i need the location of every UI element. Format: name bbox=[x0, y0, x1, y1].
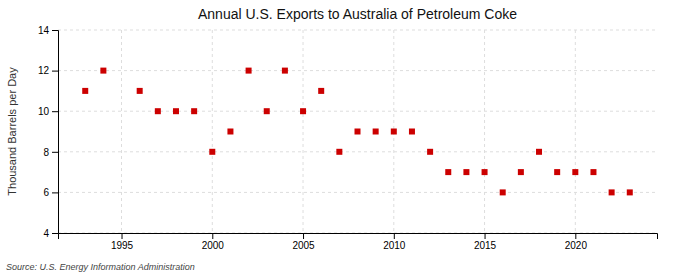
tick-label: 2020 bbox=[565, 240, 588, 251]
point bbox=[82, 88, 88, 94]
tick-mark bbox=[52, 111, 58, 112]
tick-label: 12 bbox=[38, 65, 50, 76]
grid-line-y bbox=[58, 151, 657, 152]
point bbox=[482, 169, 488, 175]
tick: 10 bbox=[38, 106, 58, 117]
y-axis: 4 6 8 10 12 14 bbox=[38, 25, 59, 239]
tick-mark bbox=[52, 152, 58, 153]
tick-mark bbox=[52, 233, 58, 234]
chart: 1995 2000 2005 2010 2015 2020 4 6 8 10 12 14 Annual … bbox=[0, 0, 675, 275]
point bbox=[391, 129, 397, 135]
tick: 2005 bbox=[292, 233, 315, 251]
point bbox=[155, 108, 161, 114]
point bbox=[282, 68, 288, 74]
tick-mark bbox=[303, 233, 304, 239]
point bbox=[536, 149, 542, 155]
tick-mark bbox=[52, 30, 58, 31]
point bbox=[409, 129, 415, 135]
tick: 14 bbox=[38, 25, 58, 36]
grid-line-x bbox=[484, 30, 485, 233]
tick-mark bbox=[52, 192, 58, 193]
tick-mark bbox=[394, 233, 395, 239]
point bbox=[318, 88, 324, 94]
point bbox=[300, 108, 306, 114]
tick-label: 8 bbox=[43, 147, 49, 158]
point bbox=[427, 149, 433, 155]
axis-line bbox=[52, 31, 59, 234]
point bbox=[590, 169, 596, 175]
tick: 1995 bbox=[111, 233, 134, 251]
tick-label: 14 bbox=[38, 25, 50, 36]
grid-line-x bbox=[121, 30, 122, 233]
point bbox=[246, 68, 252, 74]
point bbox=[191, 108, 197, 114]
point bbox=[445, 169, 451, 175]
tick-label: 10 bbox=[38, 106, 50, 117]
y-axis-label: Thousand Barrels per Day bbox=[6, 67, 18, 196]
point bbox=[609, 189, 615, 195]
tick-mark bbox=[122, 233, 123, 239]
tick: 12 bbox=[38, 65, 58, 76]
point bbox=[500, 189, 506, 195]
tick-mark bbox=[485, 233, 486, 239]
grid-line-y bbox=[58, 30, 657, 31]
tick-mark bbox=[212, 233, 213, 239]
tick-label: 2000 bbox=[202, 240, 225, 251]
tick-label: 1995 bbox=[111, 240, 134, 251]
point bbox=[572, 169, 578, 175]
point bbox=[264, 108, 270, 114]
grid-line-x bbox=[575, 30, 576, 233]
point bbox=[518, 169, 524, 175]
tick-label: 2015 bbox=[474, 240, 497, 251]
tick: 2015 bbox=[474, 233, 497, 251]
grid-line-x bbox=[303, 30, 304, 233]
tick: 2010 bbox=[383, 233, 406, 251]
x-axis: 1995 2000 2005 2010 2015 2020 bbox=[59, 233, 658, 251]
tick-label: 6 bbox=[43, 187, 49, 198]
grid-line-y bbox=[58, 111, 657, 112]
tick: 6 bbox=[43, 187, 58, 198]
grid-line-y bbox=[58, 70, 657, 71]
tick-label: 2010 bbox=[383, 240, 406, 251]
tick: 8 bbox=[43, 147, 58, 158]
tick: 2020 bbox=[565, 233, 588, 251]
point bbox=[137, 88, 143, 94]
tick: 4 bbox=[43, 228, 58, 239]
grid-line-x bbox=[212, 30, 213, 233]
plot-area: 1995 2000 2005 2010 2015 2020 4 6 8 10 12 14 bbox=[38, 25, 658, 251]
tick-label: 4 bbox=[43, 228, 49, 239]
point bbox=[355, 129, 361, 135]
point bbox=[463, 169, 469, 175]
tick-mark bbox=[52, 71, 58, 72]
point bbox=[100, 68, 106, 74]
grid-line-y bbox=[58, 192, 657, 193]
point bbox=[627, 189, 633, 195]
tick-label: 2005 bbox=[292, 240, 315, 251]
point bbox=[336, 149, 342, 155]
point bbox=[227, 129, 233, 135]
point bbox=[209, 149, 215, 155]
point bbox=[554, 169, 560, 175]
grid bbox=[58, 30, 657, 233]
tick: 2000 bbox=[202, 233, 225, 251]
axis-line bbox=[59, 234, 658, 240]
point bbox=[173, 108, 179, 114]
point bbox=[373, 129, 379, 135]
title: Annual U.S. Exports to Australia of Petr… bbox=[198, 6, 517, 22]
annotation: Source: U.S. Energy Information Administ… bbox=[6, 262, 195, 272]
tick-mark bbox=[575, 233, 576, 239]
points bbox=[82, 68, 633, 196]
